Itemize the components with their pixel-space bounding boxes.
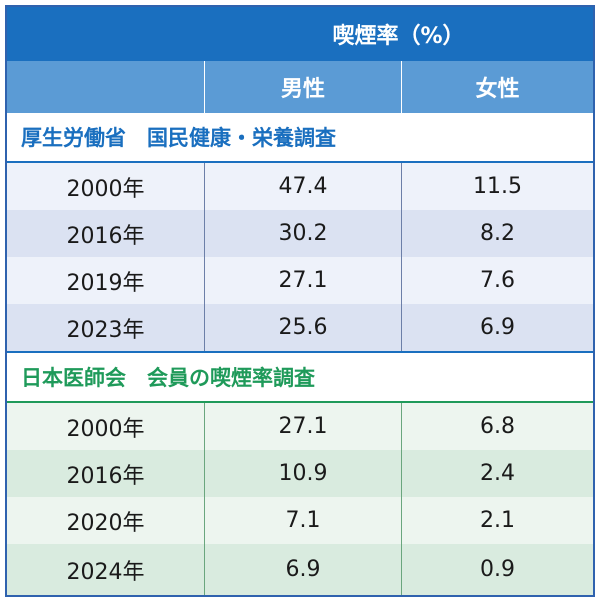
section-title-jma: 日本医師会 会員の喫煙率調査 [7,353,593,401]
year-cell: 2016年 [66,463,145,489]
year-cell: 2019年 [66,270,145,296]
section-divider [7,401,593,403]
section-divider [7,161,593,163]
year-cell: 2023年 [66,317,145,343]
female-value: 2.4 [401,450,593,497]
male-value: 30.2 [204,210,401,257]
female-value: 0.9 [401,544,593,595]
header-male: 男性 [204,61,401,113]
year-cell: 2024年 [66,559,145,585]
male-value: 7.1 [204,497,401,544]
table-row: 2020年 7.1 2.1 [7,497,593,544]
header-female: 女性 [401,61,593,113]
female-value: 7.6 [401,257,593,304]
header-empty-cell [7,61,204,113]
table-row: 2000年 47.4 11.5 [7,163,593,210]
female-value: 11.5 [401,163,593,210]
table-header-columns-row: 男性 女性 [7,61,593,113]
female-value: 6.9 [401,304,593,351]
male-value: 47.4 [204,163,401,210]
section-divider [7,351,593,353]
male-value: 6.9 [204,544,401,595]
table-row: 2000年 27.1 6.8 [7,403,593,450]
year-cell: 2020年 [66,510,145,536]
table-header-title-row: 喫煙率（%） [7,7,593,61]
female-value: 2.1 [401,497,593,544]
section-title-mhlw: 厚生労働省 国民健康・栄養調査 [7,113,593,161]
table-row: 2016年 10.9 2.4 [7,450,593,497]
male-value: 27.1 [204,403,401,450]
male-value: 10.9 [204,450,401,497]
male-value: 27.1 [204,257,401,304]
year-cell: 2000年 [66,176,145,202]
table-row: 2019年 27.1 7.6 [7,257,593,304]
smoking-rate-table: 喫煙率（%） 男性 女性 厚生労働省 国民健康・栄養調査 2000年 47.4 … [5,5,595,597]
female-value: 6.8 [401,403,593,450]
year-cell: 2016年 [66,223,145,249]
year-cell: 2000年 [66,416,145,442]
male-value: 25.6 [204,304,401,351]
table-row: 2024年 6.9 0.9 [7,544,593,595]
table-row: 2023年 25.6 6.9 [7,304,593,351]
female-value: 8.2 [401,210,593,257]
table-row: 2016年 30.2 8.2 [7,210,593,257]
table-title: 喫煙率（%） [332,24,465,49]
